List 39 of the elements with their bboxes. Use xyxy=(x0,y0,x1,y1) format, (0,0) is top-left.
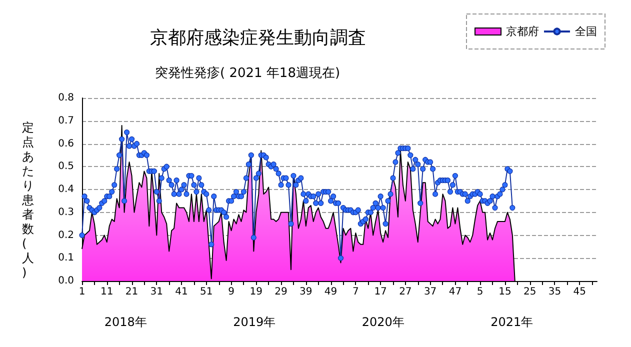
x-tick-label: 25 xyxy=(523,286,536,298)
chart-subtitle: 突発性発疹( 2021 年18週現在) xyxy=(155,66,340,81)
x-tick-label: 51 xyxy=(200,286,213,298)
legend-label: 全国 xyxy=(575,25,597,38)
y-tick-label: 0.2 xyxy=(58,230,74,241)
x-tick-label: 1 xyxy=(78,286,86,298)
x-tick-label: 49 xyxy=(324,286,338,298)
text: 2018年 xyxy=(104,315,147,329)
x-tick-label: 15 xyxy=(498,286,512,298)
y-tick-label: 0.5 xyxy=(58,161,74,172)
x-tick-label: 35 xyxy=(548,286,562,298)
x-tick-label: 11 xyxy=(100,286,114,298)
x-tick-label: 7 xyxy=(352,286,359,298)
legend-label: 京都府 xyxy=(506,25,539,38)
text: 2021年 xyxy=(490,315,534,329)
x-tick-label: 29 xyxy=(274,286,288,298)
x-tick-label: 5 xyxy=(476,286,484,298)
text: 定点あたり患者数(人) xyxy=(22,120,34,280)
x-tick-label: 19 xyxy=(250,286,263,298)
y-tick-label: 0.7 xyxy=(58,115,74,126)
x-tick-label: 39 xyxy=(300,286,312,298)
x-tick-label: 47 xyxy=(448,286,462,298)
y-tick-label: 0.8 xyxy=(58,92,74,104)
x-tick-label: 17 xyxy=(374,286,387,298)
x-tick-label: 9 xyxy=(228,286,234,298)
x-tick-label: 21 xyxy=(125,286,138,298)
y-tick-label: 0.1 xyxy=(58,252,74,264)
y-tick-label: 0.0 xyxy=(58,276,74,286)
x-tick-label: 45 xyxy=(573,286,586,298)
text: 2020年 xyxy=(362,315,404,329)
y-tick-label: 0.6 xyxy=(58,138,74,150)
x-tick-label: 27 xyxy=(399,286,412,298)
text: 2019年 xyxy=(233,315,276,329)
y-tick-label: 0.3 xyxy=(58,206,74,218)
x-tick-label: 41 xyxy=(175,286,188,298)
x-tick-label: 37 xyxy=(424,286,437,298)
x-tick-label: 31 xyxy=(150,286,164,298)
chart-title: 京都府感染症発生動向調査 xyxy=(150,28,366,48)
y-tick-label: 0.4 xyxy=(58,184,74,195)
